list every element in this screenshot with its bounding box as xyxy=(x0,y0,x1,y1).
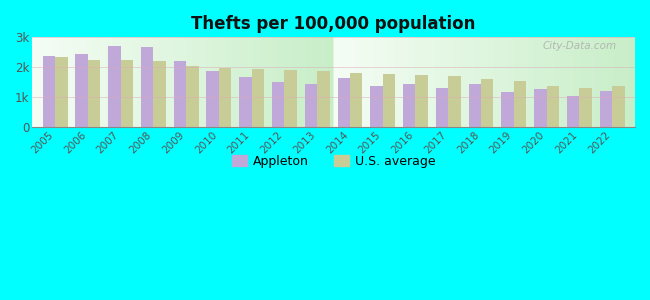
Bar xyxy=(370,86,383,127)
Bar xyxy=(55,57,68,127)
Bar xyxy=(88,59,100,127)
Bar xyxy=(481,79,493,127)
Bar xyxy=(153,61,166,127)
Bar xyxy=(207,71,219,127)
Bar xyxy=(469,84,481,127)
Bar xyxy=(305,84,317,127)
Bar xyxy=(219,68,231,127)
Bar xyxy=(121,60,133,127)
Bar xyxy=(43,56,55,127)
Bar xyxy=(186,66,199,127)
Title: Thefts per 100,000 population: Thefts per 100,000 population xyxy=(191,15,476,33)
Bar xyxy=(239,77,252,127)
Bar xyxy=(436,88,448,127)
Bar xyxy=(252,68,264,127)
Bar xyxy=(612,86,625,127)
Bar xyxy=(403,83,415,127)
Text: City-Data.com: City-Data.com xyxy=(543,41,617,51)
Bar xyxy=(350,73,363,127)
Bar xyxy=(337,78,350,127)
Bar xyxy=(272,82,285,127)
Bar xyxy=(514,81,526,127)
Bar xyxy=(448,76,461,127)
Bar xyxy=(547,86,559,127)
Bar xyxy=(534,89,547,127)
Bar xyxy=(75,54,88,127)
Bar xyxy=(317,71,330,127)
Bar xyxy=(174,61,186,127)
Bar xyxy=(285,70,297,127)
Bar xyxy=(108,46,121,127)
Bar xyxy=(579,88,592,127)
Bar xyxy=(415,75,428,127)
Bar xyxy=(567,96,579,127)
Bar xyxy=(501,92,514,127)
Bar xyxy=(383,74,395,127)
Bar xyxy=(599,91,612,127)
Bar xyxy=(141,47,153,127)
Legend: Appleton, U.S. average: Appleton, U.S. average xyxy=(227,150,441,173)
